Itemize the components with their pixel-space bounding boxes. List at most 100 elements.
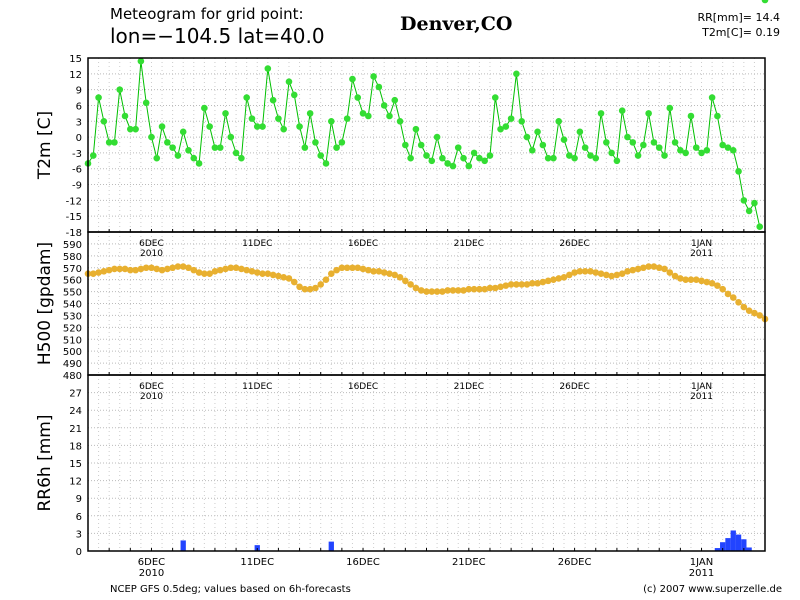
data-point xyxy=(618,107,626,115)
precip-bar xyxy=(730,530,736,551)
data-point xyxy=(148,133,155,141)
data-point xyxy=(370,73,377,80)
meteogram-title: Meteogram for grid point: xyxy=(110,5,304,23)
data-point xyxy=(248,268,256,275)
data-point xyxy=(423,288,430,295)
data-point xyxy=(650,139,658,146)
data-point xyxy=(232,264,240,272)
data-point xyxy=(476,154,483,162)
data-point xyxy=(640,141,647,149)
data-point xyxy=(513,281,520,288)
data-point xyxy=(89,270,97,278)
data-point xyxy=(137,57,145,65)
data-point xyxy=(454,144,462,151)
data-point xyxy=(449,287,457,294)
data-point xyxy=(349,75,356,83)
x-tick-label: 6DEC xyxy=(139,382,164,392)
y-tick-label: 12 xyxy=(69,477,82,488)
y-tick-label: 500 xyxy=(63,347,82,358)
data-point xyxy=(380,269,388,276)
data-point xyxy=(95,94,102,101)
data-point xyxy=(333,266,340,274)
y-tick-label: 9 xyxy=(76,494,82,505)
data-point xyxy=(486,152,494,159)
data-point xyxy=(301,285,309,293)
x-tick-label: 16DEC xyxy=(346,557,380,568)
data-point xyxy=(137,265,145,273)
y-tick-label: 3 xyxy=(76,117,82,128)
data-point xyxy=(253,123,261,130)
data-point xyxy=(290,91,298,99)
data-point xyxy=(724,290,732,298)
y-tick-label: 0 xyxy=(76,547,82,558)
data-point xyxy=(608,149,615,157)
data-point xyxy=(206,270,213,278)
y-tick-label: 560 xyxy=(63,276,82,287)
data-point xyxy=(655,264,663,272)
data-point xyxy=(491,94,499,101)
x-tick-label: 16DEC xyxy=(348,239,378,249)
data-point xyxy=(624,268,631,275)
x-tick-label: 16DEC xyxy=(348,382,378,392)
data-point xyxy=(343,264,351,272)
data-point xyxy=(317,281,325,288)
data-point xyxy=(222,265,229,273)
data-point xyxy=(539,278,547,286)
data-point xyxy=(312,284,319,292)
data-point xyxy=(513,70,520,78)
precip-bar xyxy=(328,541,334,551)
data-point xyxy=(105,139,113,146)
data-point xyxy=(116,86,124,93)
data-point xyxy=(518,117,526,125)
precip-bar xyxy=(741,539,747,551)
data-point xyxy=(698,149,705,157)
data-point xyxy=(121,265,129,273)
data-point xyxy=(724,144,732,151)
data-point xyxy=(708,94,716,101)
data-point xyxy=(343,115,351,122)
grid-point-coords: lon=−104.5 lat=40.0 xyxy=(110,24,325,48)
data-point xyxy=(111,265,118,273)
data-point xyxy=(179,128,187,136)
data-point xyxy=(412,125,420,133)
y-tick-label: 12 xyxy=(69,70,82,81)
x-tick-label: 11DEC xyxy=(242,239,272,249)
data-point xyxy=(95,269,102,276)
data-point xyxy=(566,152,573,159)
y-tick-label: 9 xyxy=(76,86,82,97)
data-point xyxy=(327,270,335,278)
y-tick-label: 15 xyxy=(69,459,82,470)
data-point xyxy=(201,270,208,278)
data-point xyxy=(661,265,668,273)
x-tick-label: 26DEC xyxy=(558,557,592,568)
data-point xyxy=(534,128,541,136)
data-point xyxy=(433,133,441,141)
data-point xyxy=(359,265,367,273)
data-point xyxy=(142,99,150,107)
data-point xyxy=(89,152,97,159)
data-point xyxy=(169,264,176,272)
data-point xyxy=(164,139,171,146)
data-point xyxy=(269,271,277,279)
data-point xyxy=(201,104,208,112)
data-point xyxy=(412,284,420,292)
y-tick-label: 15 xyxy=(69,54,82,65)
data-point xyxy=(185,146,192,154)
y-axis-label: T2m [C] xyxy=(35,111,55,180)
data-point xyxy=(682,276,689,283)
data-point xyxy=(359,110,367,117)
data-point xyxy=(523,133,531,141)
data-point xyxy=(232,149,240,157)
data-point xyxy=(386,270,393,278)
y-tick-label: 580 xyxy=(63,252,82,263)
data-point xyxy=(253,269,261,276)
data-point xyxy=(327,117,335,125)
data-point xyxy=(243,94,250,101)
data-point xyxy=(259,270,266,278)
data-point xyxy=(375,83,383,91)
data-point xyxy=(756,223,764,231)
data-point xyxy=(174,152,182,159)
data-point xyxy=(433,288,441,295)
x-tick-label: 11DEC xyxy=(242,382,272,392)
